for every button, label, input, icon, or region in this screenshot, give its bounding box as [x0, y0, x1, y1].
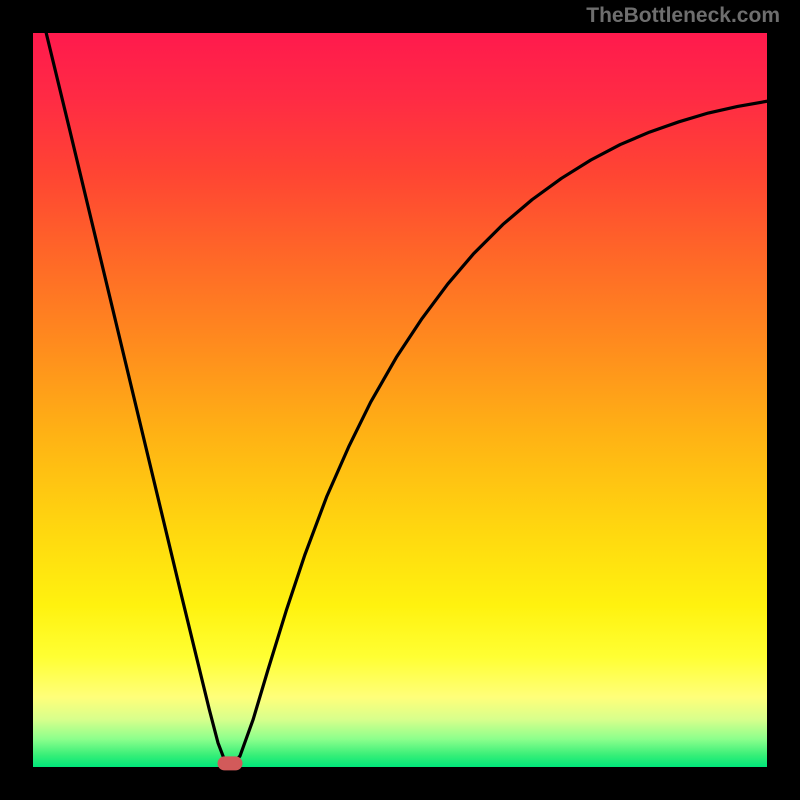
- plot-background: [33, 33, 767, 767]
- minimum-marker: [217, 757, 242, 770]
- plot-area: [33, 33, 767, 767]
- chart-svg: [33, 33, 767, 767]
- attribution-text: TheBottleneck.com: [586, 4, 780, 28]
- chart-canvas: TheBottleneck.com: [0, 0, 800, 800]
